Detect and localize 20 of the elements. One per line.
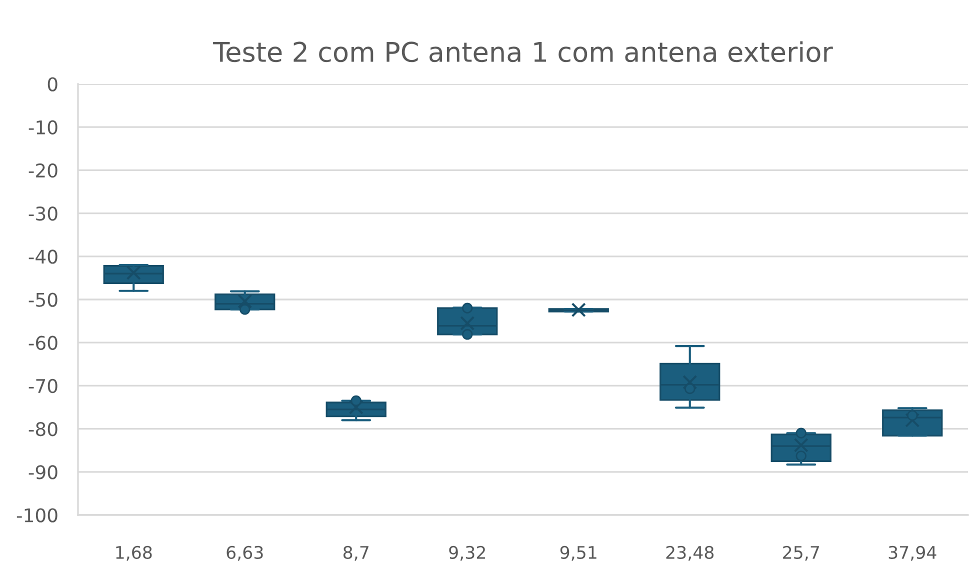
y-tick-label: -70 — [28, 378, 58, 394]
y-tick-label: -30 — [28, 206, 58, 221]
y-tick-label: -40 — [28, 250, 58, 264]
chart-title: Teste 2 com PC antena 1 com antena exterior — [213, 41, 833, 62]
x-tick-label: 25,7 — [783, 546, 819, 561]
x-tick-label: 1,68 — [116, 546, 152, 561]
y-tick-label: -20 — [28, 163, 58, 178]
x-tick-label: 9,32 — [449, 546, 485, 561]
y-tick-label: -60 — [28, 336, 58, 350]
x-tick-label: 37,94 — [888, 546, 936, 561]
y-tick-label: -50 — [28, 292, 58, 307]
y-tick-label: -10 — [28, 120, 58, 134]
x-tick-label: 8,7 — [343, 546, 368, 561]
y-tick-label: 0 — [48, 77, 58, 92]
y-tick-label: -100 — [16, 508, 58, 522]
x-tick-label: 23,48 — [666, 546, 714, 561]
y-tick-label: -90 — [28, 465, 58, 480]
x-tick-label: 6,63 — [226, 546, 263, 561]
y-tick-label: -80 — [28, 422, 58, 436]
x-tick-label: 9,51 — [560, 546, 596, 561]
